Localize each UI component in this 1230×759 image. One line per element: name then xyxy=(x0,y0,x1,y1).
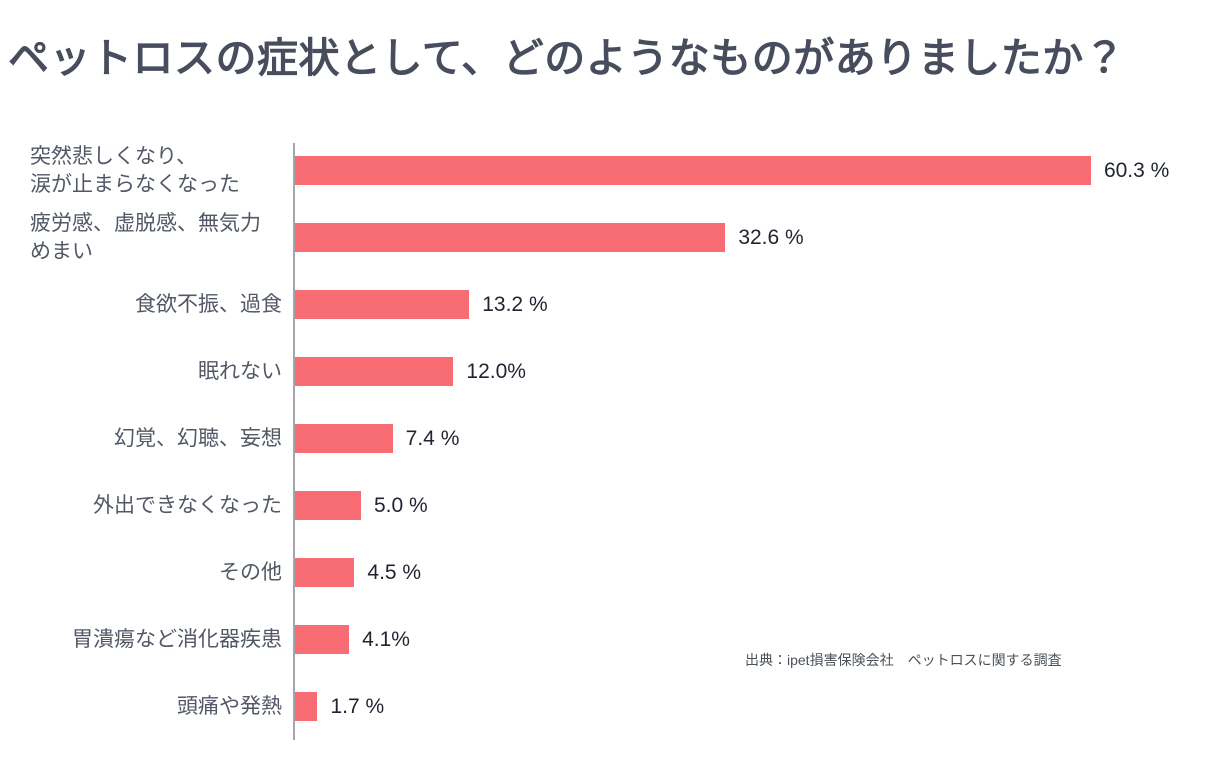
value-label: 5.0 % xyxy=(374,493,428,517)
bar xyxy=(295,290,470,319)
category-label: 眠れない xyxy=(198,359,282,383)
bar-row: 疲労感、虚脱感、無気力 めまい 32.6 % xyxy=(30,204,1210,271)
bar xyxy=(295,357,454,386)
value-label: 1.7 % xyxy=(330,694,385,718)
category-label: 食欲不振、過食 xyxy=(135,292,282,316)
category-label: 頭痛や発熱 xyxy=(177,694,282,718)
page-title: ペットロスの症状として、どのようなものがありましたか？ xyxy=(8,35,1126,81)
bar-row: 眠れない 12.0% xyxy=(30,338,1210,405)
category-label: 幻覚、幻聴、妄想 xyxy=(114,426,282,450)
bar-zone: 4.1% xyxy=(295,606,1210,673)
value-label: 32.6 % xyxy=(738,225,804,249)
bar xyxy=(295,558,355,587)
value-label: 7.4 % xyxy=(405,426,460,450)
bar xyxy=(295,692,318,721)
bar-row: 胃潰瘍など消化器疾患 4.1% xyxy=(30,606,1210,673)
category-label: 疲労感、虚脱感、無気力 めまい xyxy=(30,211,261,263)
bar-zone: 5.0 % xyxy=(295,472,1210,539)
bar xyxy=(295,223,726,252)
category-label: その他 xyxy=(219,560,282,584)
value-label: 4.5 % xyxy=(367,560,422,584)
bar-zone: 60.3 % xyxy=(295,137,1210,204)
bar-zone: 4.5 % xyxy=(295,539,1210,606)
y-axis-line xyxy=(293,143,295,740)
bar-row: 突然悲しくなり、 涙が止まらなくなった 60.3 % xyxy=(30,137,1210,204)
bar-rows: 突然悲しくなり、 涙が止まらなくなった 60.3 % 疲労感、虚脱感、無気力 めまい 32… xyxy=(30,137,1210,740)
category-label: 突然悲しくなり、 涙が止まらなくなった xyxy=(30,144,240,196)
bar xyxy=(295,625,350,654)
value-label: 60.3 % xyxy=(1103,158,1170,182)
bar-row: 食欲不振、過食 13.2 % xyxy=(30,271,1210,338)
source-note: 出典：ipet損害保険会社 ペットロスに関する調査 xyxy=(745,652,1062,668)
value-label: 4.1% xyxy=(362,627,410,651)
bar-row: 頭痛や発熱 1.7 % xyxy=(30,673,1210,740)
bar-zone: 1.7 % xyxy=(295,673,1210,740)
category-label: 外出できなくなった xyxy=(93,493,282,517)
value-label: 12.0% xyxy=(466,359,526,383)
bar-chart: 突然悲しくなり、 涙が止まらなくなった 60.3 % 疲労感、虚脱感、無気力 めまい 32… xyxy=(30,137,1210,740)
bar-zone: 7.4 % xyxy=(295,405,1210,472)
bar xyxy=(295,424,393,453)
bar-zone: 13.2 % xyxy=(295,271,1210,338)
bar xyxy=(295,156,1091,185)
category-label: 胃潰瘍など消化器疾患 xyxy=(72,627,282,651)
bar-zone: 12.0% xyxy=(295,338,1210,405)
bar xyxy=(295,491,361,520)
value-label: 13.2 % xyxy=(482,292,548,316)
bar-row: その他 4.5 % xyxy=(30,539,1210,606)
bar-zone: 32.6 % xyxy=(295,204,1210,271)
bar-row: 外出できなくなった 5.0 % xyxy=(30,472,1210,539)
bar-row: 幻覚、幻聴、妄想 7.4 % xyxy=(30,405,1210,472)
